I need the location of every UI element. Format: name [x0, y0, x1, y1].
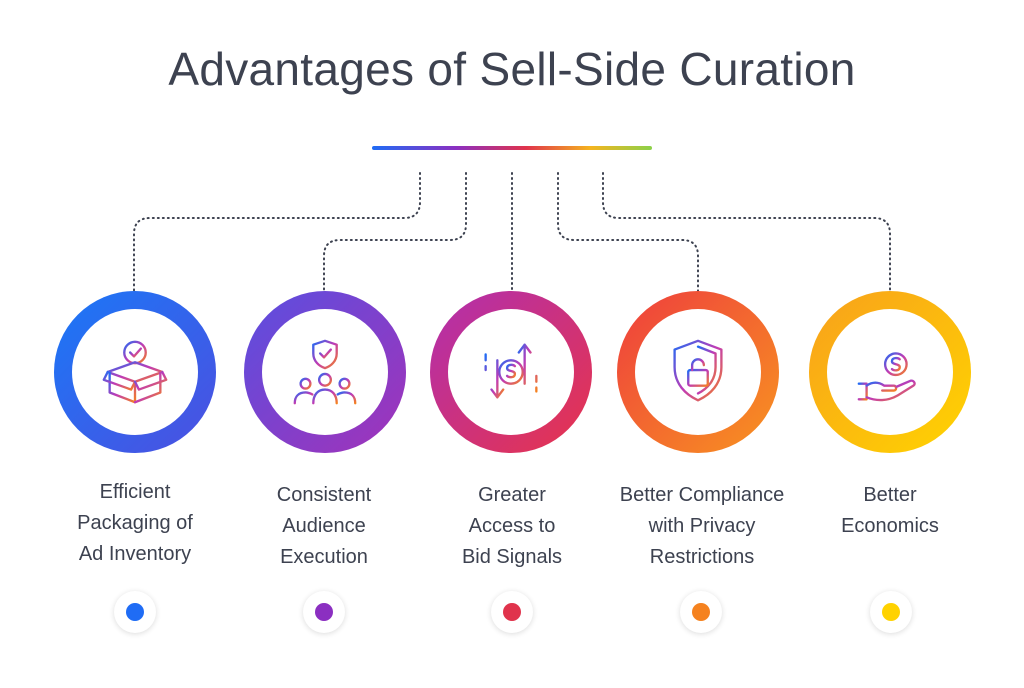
dot-indicator-1 — [114, 591, 156, 633]
dot-indicator-3 — [491, 591, 533, 633]
connector-5 — [602, 172, 891, 293]
ring-audience-execution — [244, 291, 406, 453]
dot-indicator-4 — [680, 591, 722, 633]
label-bid-signals: Greater Access to Bid Signals — [461, 484, 563, 568]
ring-bid-signals — [430, 291, 592, 453]
title-underline — [372, 146, 652, 150]
dot — [503, 603, 521, 621]
dot — [315, 603, 333, 621]
label-better-economics: Better Economics — [841, 484, 939, 537]
dot — [882, 603, 900, 621]
page-title: Advantages of Sell-Side Curation — [168, 43, 856, 95]
shield-lock-icon — [673, 339, 723, 402]
ring-efficient-packaging — [54, 291, 216, 453]
dot — [692, 603, 710, 621]
dot-indicator-2 — [303, 591, 345, 633]
audience-shield-icon — [293, 339, 357, 405]
ring-privacy-compliance — [617, 291, 779, 453]
ring-better-economics — [809, 291, 971, 453]
label-efficient-packaging: Efficient Packaging of Ad Inventory — [77, 481, 193, 565]
hand-coin-icon — [857, 337, 916, 402]
dot-indicator-5 — [870, 591, 912, 633]
connector-2 — [323, 172, 467, 293]
box-check-icon — [102, 340, 168, 404]
label-privacy-compliance: Better Compliance with Privacy Restricti… — [619, 484, 785, 568]
connector-1 — [133, 172, 421, 293]
dollar-arrows-icon — [484, 343, 538, 399]
label-audience-execution: Consistent Audience Execution — [276, 484, 372, 568]
dot — [126, 603, 144, 621]
connector-4 — [557, 172, 699, 293]
